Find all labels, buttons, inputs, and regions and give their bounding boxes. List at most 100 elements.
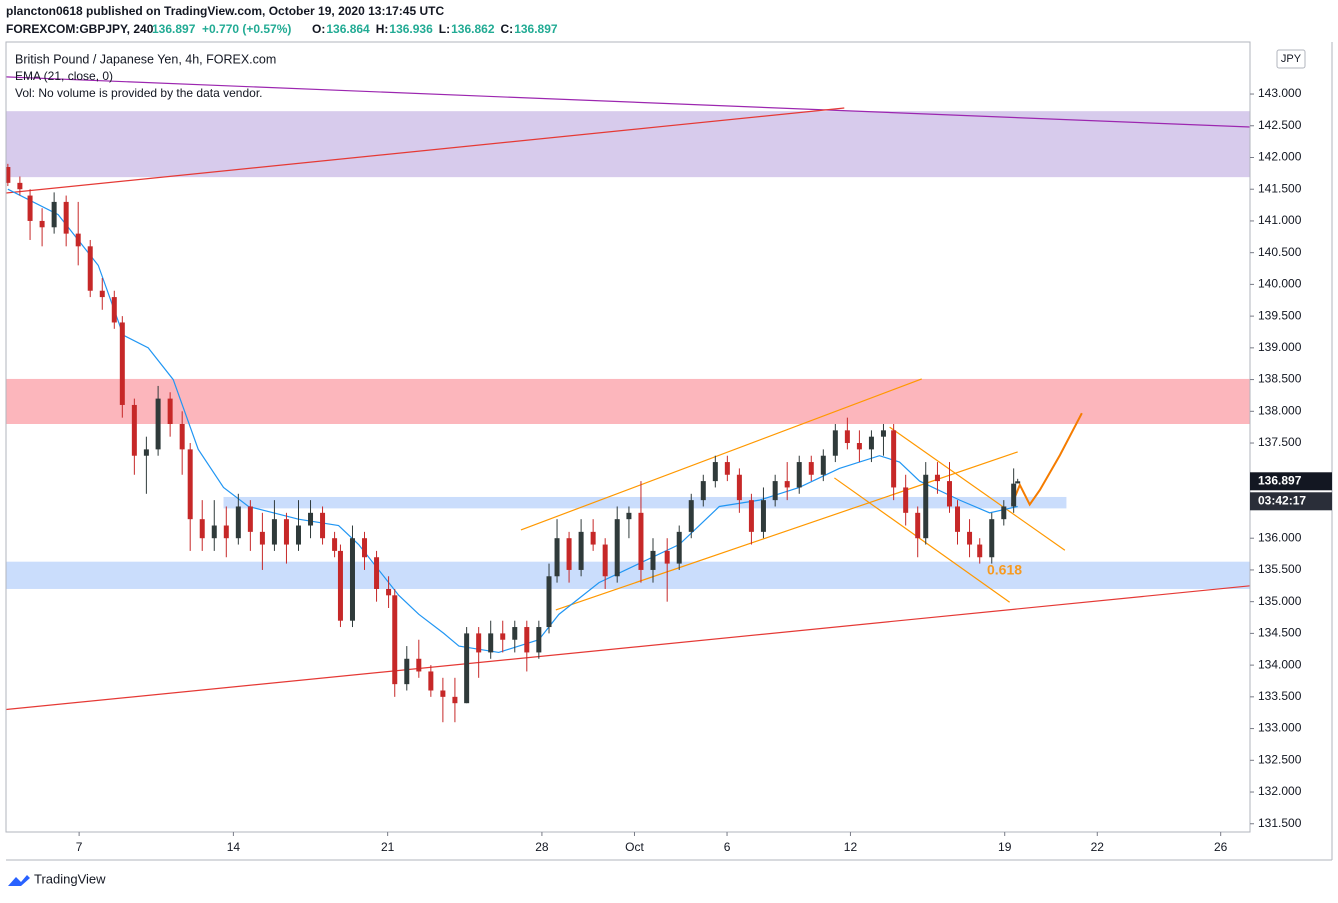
candle-body	[915, 512, 921, 539]
price-marker: 136.897	[1258, 473, 1302, 487]
y-tick-label: 131.500	[1258, 816, 1302, 830]
candle-body	[51, 201, 57, 228]
candle-body	[223, 525, 229, 539]
x-tick-label: 7	[76, 840, 83, 854]
candle-body	[404, 658, 410, 685]
candle-body	[700, 481, 706, 501]
candle-body	[155, 398, 161, 450]
countdown-box	[1250, 492, 1332, 511]
candle-body	[6, 167, 11, 183]
candle-body	[131, 404, 137, 456]
candle-body	[488, 633, 494, 653]
trend-line	[834, 477, 1011, 603]
y-tick-label: 132.000	[1258, 784, 1302, 798]
trend-line	[6, 107, 845, 194]
candle-body	[1001, 506, 1007, 520]
candle-body	[271, 519, 277, 545]
candle-body	[386, 588, 392, 596]
candle-body	[891, 430, 897, 488]
candle-body	[500, 633, 506, 640]
y-tick-label: 134.500	[1258, 626, 1302, 640]
y-tick-label: 143.000	[1258, 86, 1302, 100]
candle-body	[39, 220, 45, 228]
logo-text: TradingView	[34, 871, 106, 886]
candle-body	[75, 233, 81, 247]
candle-body	[143, 449, 149, 456]
candle-body	[989, 519, 995, 558]
logo-icon	[8, 875, 30, 886]
candle-body	[536, 627, 542, 653]
legend-ema: EMA (21, close, 0)	[15, 69, 113, 83]
currency-box	[1276, 49, 1306, 69]
candle-body	[736, 474, 742, 501]
candle-body	[856, 443, 862, 450]
candle-body	[1015, 481, 1021, 484]
x-tick-label: 22	[1091, 840, 1105, 854]
x-tick-label: 12	[844, 840, 858, 854]
candle-body	[946, 481, 952, 507]
trend-line	[520, 378, 922, 531]
candle-body	[187, 449, 193, 520]
candle-body	[796, 462, 802, 488]
symbol: FOREXCOM:GBPJPY, 240	[6, 22, 154, 36]
trend-line	[6, 585, 1250, 711]
candle-body	[664, 550, 670, 564]
candle-body	[832, 430, 838, 456]
candle-body	[452, 696, 458, 704]
candle-body	[167, 398, 173, 424]
candle-body	[17, 182, 23, 190]
trend-line	[1010, 412, 1083, 507]
price-marker-box	[1250, 472, 1332, 491]
candle-body	[524, 627, 530, 653]
candle-body	[844, 430, 850, 444]
candle-body	[712, 462, 718, 482]
candle-body	[512, 627, 518, 640]
candle-body	[772, 481, 778, 501]
candle-body	[211, 525, 217, 539]
candle-body	[923, 474, 929, 539]
candle-body	[476, 633, 482, 653]
legend-symbol: British Pound / Japanese Yen, 4h, FOREX.…	[15, 52, 276, 66]
candle-body	[934, 474, 940, 482]
candle-body	[179, 423, 185, 450]
candle-body	[650, 550, 656, 570]
y-tick-label: 134.000	[1258, 657, 1302, 671]
y-tick-label: 139.500	[1258, 308, 1302, 322]
plot-border	[5, 41, 1251, 833]
candle-body	[27, 195, 33, 221]
candle-body	[428, 671, 434, 691]
ohlc-value: 136.897	[514, 22, 558, 36]
y-tick-label: 133.000	[1258, 721, 1302, 735]
x-tick-label: 14	[227, 840, 241, 854]
legend-vol: Vol: No volume is provided by the data v…	[15, 86, 262, 100]
candle-body	[349, 538, 355, 621]
fib-label: 0.618	[987, 562, 1022, 578]
candle-body	[259, 531, 265, 545]
y-tick-label: 135.500	[1258, 562, 1302, 576]
candle-body	[638, 512, 644, 570]
candle-body	[546, 576, 552, 628]
candle-body	[784, 481, 790, 488]
candle-body	[308, 512, 314, 526]
zone	[6, 111, 1250, 178]
x-tick-label: 21	[381, 840, 395, 854]
candle-body	[626, 512, 632, 520]
zone	[6, 561, 1250, 589]
candle-body	[724, 462, 730, 475]
y-tick-label: 135.000	[1258, 594, 1302, 608]
candle-body	[87, 246, 93, 291]
candle-body	[416, 658, 422, 672]
candle-body	[590, 531, 596, 545]
candle-body	[111, 297, 117, 323]
trend-line	[6, 76, 1250, 128]
ohlc-label: H:	[376, 22, 389, 36]
currency: JPY	[1281, 53, 1302, 65]
candle-body	[247, 506, 253, 532]
candle-body	[63, 201, 69, 234]
y-tick-label: 133.500	[1258, 689, 1302, 703]
candle-body	[320, 512, 326, 539]
y-tick-label: 140.500	[1258, 245, 1302, 259]
candle-body	[199, 519, 205, 539]
ohlc-label: C:	[501, 22, 514, 36]
